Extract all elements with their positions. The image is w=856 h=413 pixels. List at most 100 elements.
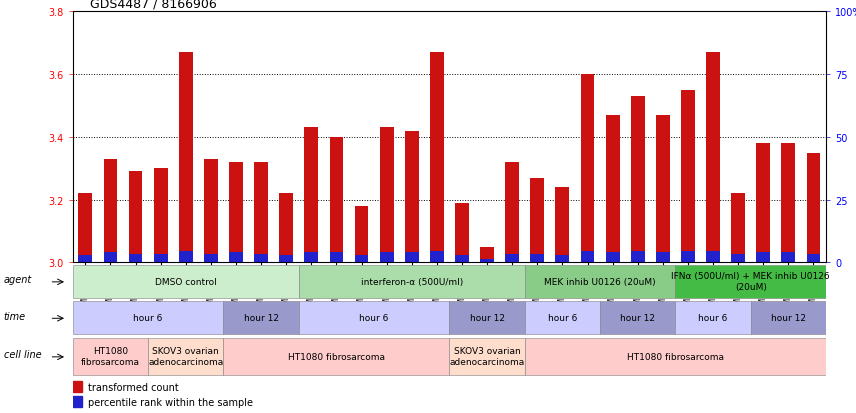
Bar — [73, 381, 82, 392]
Bar — [806, 153, 820, 263]
Bar — [305, 128, 318, 263]
Bar — [430, 53, 443, 263]
Bar — [223, 338, 449, 375]
Bar — [806, 254, 820, 263]
Bar — [73, 338, 148, 375]
Bar — [330, 138, 343, 263]
Bar — [79, 255, 92, 263]
Text: hour 6: hour 6 — [134, 313, 163, 322]
Text: GDS4487 / 8166906: GDS4487 / 8166906 — [90, 0, 217, 10]
Bar — [229, 163, 243, 263]
Bar — [731, 194, 745, 263]
Bar — [154, 169, 168, 263]
Bar — [73, 301, 223, 334]
Bar — [525, 265, 675, 298]
Bar — [330, 253, 343, 263]
Bar — [455, 203, 469, 263]
Bar — [675, 265, 826, 298]
Bar — [254, 254, 268, 263]
Bar — [104, 159, 117, 263]
Bar — [731, 254, 745, 263]
Bar — [299, 301, 449, 334]
Text: hour 12: hour 12 — [244, 313, 278, 322]
Bar — [600, 301, 675, 334]
Bar — [531, 254, 544, 263]
Bar — [354, 206, 368, 263]
Text: interferon-α (500U/ml): interferon-α (500U/ml) — [360, 277, 463, 286]
Bar — [580, 252, 594, 263]
Bar — [782, 144, 795, 263]
Bar — [204, 254, 217, 263]
Bar — [305, 253, 318, 263]
Bar — [606, 253, 620, 263]
Bar — [430, 252, 443, 263]
Bar — [204, 159, 217, 263]
Text: hour 6: hour 6 — [360, 313, 389, 322]
Bar — [223, 301, 299, 334]
Text: HT1080 fibrosarcoma: HT1080 fibrosarcoma — [288, 352, 385, 361]
Text: cell line: cell line — [3, 349, 41, 359]
Bar — [556, 188, 569, 263]
Bar — [681, 90, 695, 263]
Bar — [449, 301, 525, 334]
Text: hour 12: hour 12 — [621, 313, 655, 322]
Text: transformed count: transformed count — [88, 382, 179, 392]
Bar — [254, 163, 268, 263]
Text: percentile rank within the sample: percentile rank within the sample — [88, 397, 253, 407]
Text: hour 12: hour 12 — [771, 313, 805, 322]
Bar — [706, 252, 720, 263]
Bar — [279, 194, 293, 263]
Bar — [681, 252, 695, 263]
Text: time: time — [3, 311, 26, 321]
Bar — [757, 253, 770, 263]
Bar — [525, 301, 600, 334]
Bar — [449, 338, 525, 375]
Bar — [505, 254, 519, 263]
Bar — [405, 131, 419, 263]
Text: HT1080 fibrosarcoma: HT1080 fibrosarcoma — [627, 352, 724, 361]
Text: IFNα (500U/ml) + MEK inhib U0126
(20uM): IFNα (500U/ml) + MEK inhib U0126 (20uM) — [671, 272, 830, 291]
Text: hour 6: hour 6 — [548, 313, 577, 322]
Text: hour 6: hour 6 — [698, 313, 728, 322]
Bar — [380, 128, 394, 263]
Bar — [154, 254, 168, 263]
Text: SKOV3 ovarian
adenocarcinoma: SKOV3 ovarian adenocarcinoma — [449, 347, 525, 366]
Bar — [229, 253, 243, 263]
Bar — [525, 338, 826, 375]
Bar — [757, 144, 770, 263]
Bar — [179, 53, 193, 263]
Bar — [179, 252, 193, 263]
Bar — [656, 116, 669, 263]
Bar — [299, 265, 525, 298]
Bar — [480, 247, 494, 263]
Text: HT1080
fibrosarcoma: HT1080 fibrosarcoma — [81, 347, 140, 366]
Bar — [148, 338, 223, 375]
Bar — [751, 301, 826, 334]
Bar — [631, 97, 645, 263]
Bar — [73, 396, 82, 407]
Bar — [656, 253, 669, 263]
Bar — [606, 116, 620, 263]
Bar — [380, 253, 394, 263]
Bar — [782, 253, 795, 263]
Bar — [580, 75, 594, 263]
Bar — [279, 255, 293, 263]
Bar — [104, 253, 117, 263]
Bar — [128, 254, 142, 263]
Text: DMSO control: DMSO control — [155, 277, 217, 286]
Bar — [128, 172, 142, 263]
Bar — [79, 194, 92, 263]
Bar — [73, 265, 299, 298]
Bar — [405, 253, 419, 263]
Bar — [505, 163, 519, 263]
Text: agent: agent — [3, 275, 32, 285]
Text: hour 12: hour 12 — [470, 313, 504, 322]
Bar — [556, 255, 569, 263]
Text: SKOV3 ovarian
adenocarcinoma: SKOV3 ovarian adenocarcinoma — [148, 347, 223, 366]
Bar — [675, 301, 751, 334]
Bar — [531, 178, 544, 263]
Text: MEK inhib U0126 (20uM): MEK inhib U0126 (20uM) — [544, 277, 656, 286]
Bar — [480, 259, 494, 263]
Bar — [706, 53, 720, 263]
Bar — [631, 252, 645, 263]
